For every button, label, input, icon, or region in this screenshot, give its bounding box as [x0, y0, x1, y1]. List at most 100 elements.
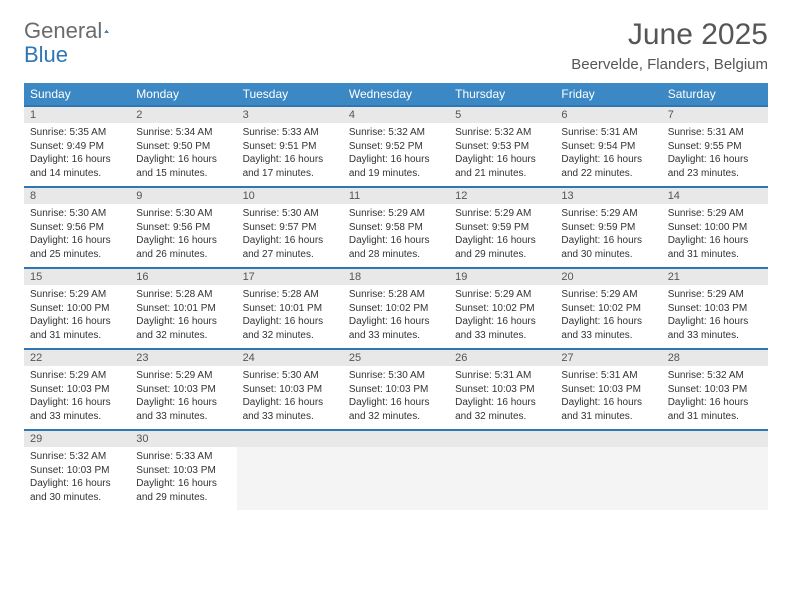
day-number-cell: 26: [449, 349, 555, 366]
day1-text: Daylight: 16 hours: [30, 234, 124, 248]
day-content-cell: Sunrise: 5:31 AMSunset: 10:03 PMDaylight…: [555, 366, 661, 430]
day-number-cell: 21: [662, 268, 768, 285]
sunrise-text: Sunrise: 5:31 AM: [561, 369, 655, 383]
day-number-cell: 6: [555, 106, 661, 123]
day-number-cell: [662, 430, 768, 447]
day1-text: Daylight: 16 hours: [561, 153, 655, 167]
day-content-cell: Sunrise: 5:29 AMSunset: 10:02 PMDaylight…: [449, 285, 555, 349]
day-number-cell: 2: [130, 106, 236, 123]
day2-text: and 29 minutes.: [455, 248, 549, 262]
day-content-cell: Sunrise: 5:30 AMSunset: 9:57 PMDaylight:…: [237, 204, 343, 268]
day-number-cell: 10: [237, 187, 343, 204]
sunset-text: Sunset: 10:03 PM: [30, 383, 124, 397]
day-content-cell: [555, 447, 661, 510]
day1-text: Daylight: 16 hours: [668, 396, 762, 410]
sunset-text: Sunset: 9:53 PM: [455, 140, 549, 154]
day-content-cell: [449, 447, 555, 510]
day-number-cell: 1: [24, 106, 130, 123]
sunrise-text: Sunrise: 5:28 AM: [349, 288, 443, 302]
day-number-cell: 27: [555, 349, 661, 366]
day2-text: and 33 minutes.: [136, 410, 230, 424]
day-number-cell: 9: [130, 187, 236, 204]
day-content-cell: Sunrise: 5:29 AMSunset: 10:03 PMDaylight…: [24, 366, 130, 430]
day-number-cell: 5: [449, 106, 555, 123]
day2-text: and 33 minutes.: [455, 329, 549, 343]
sunrise-text: Sunrise: 5:31 AM: [455, 369, 549, 383]
sunset-text: Sunset: 10:02 PM: [561, 302, 655, 316]
day-content-cell: Sunrise: 5:29 AMSunset: 9:58 PMDaylight:…: [343, 204, 449, 268]
sunrise-text: Sunrise: 5:29 AM: [136, 369, 230, 383]
day2-text: and 33 minutes.: [561, 329, 655, 343]
day-content-cell: Sunrise: 5:29 AMSunset: 9:59 PMDaylight:…: [555, 204, 661, 268]
brand-second: Blue: [24, 42, 68, 68]
weekday-header-row: Sunday Monday Tuesday Wednesday Thursday…: [24, 83, 768, 106]
day-content-cell: Sunrise: 5:32 AMSunset: 9:53 PMDaylight:…: [449, 123, 555, 187]
day1-text: Daylight: 16 hours: [136, 153, 230, 167]
day2-text: and 32 minutes.: [243, 329, 337, 343]
day-content-row: Sunrise: 5:30 AMSunset: 9:56 PMDaylight:…: [24, 204, 768, 268]
day-content-cell: Sunrise: 5:35 AMSunset: 9:49 PMDaylight:…: [24, 123, 130, 187]
day1-text: Daylight: 16 hours: [243, 234, 337, 248]
day-number-cell: 29: [24, 430, 130, 447]
day2-text: and 15 minutes.: [136, 167, 230, 181]
sunset-text: Sunset: 10:03 PM: [243, 383, 337, 397]
day-content-cell: Sunrise: 5:31 AMSunset: 10:03 PMDaylight…: [449, 366, 555, 430]
day2-text: and 33 minutes.: [30, 410, 124, 424]
day-content-row: Sunrise: 5:29 AMSunset: 10:00 PMDaylight…: [24, 285, 768, 349]
sunset-text: Sunset: 9:54 PM: [561, 140, 655, 154]
day2-text: and 31 minutes.: [668, 410, 762, 424]
sunset-text: Sunset: 10:03 PM: [349, 383, 443, 397]
day2-text: and 27 minutes.: [243, 248, 337, 262]
sunset-text: Sunset: 10:03 PM: [30, 464, 124, 478]
day-number-cell: 16: [130, 268, 236, 285]
day1-text: Daylight: 16 hours: [243, 315, 337, 329]
brand-first: General: [24, 18, 102, 44]
day-content-cell: Sunrise: 5:28 AMSunset: 10:01 PMDaylight…: [130, 285, 236, 349]
day2-text: and 30 minutes.: [561, 248, 655, 262]
day1-text: Daylight: 16 hours: [455, 153, 549, 167]
day1-text: Daylight: 16 hours: [30, 477, 124, 491]
day-content-cell: Sunrise: 5:30 AMSunset: 10:03 PMDaylight…: [237, 366, 343, 430]
day2-text: and 22 minutes.: [561, 167, 655, 181]
sunset-text: Sunset: 9:52 PM: [349, 140, 443, 154]
day1-text: Daylight: 16 hours: [668, 315, 762, 329]
day2-text: and 26 minutes.: [136, 248, 230, 262]
sunrise-text: Sunrise: 5:30 AM: [349, 369, 443, 383]
day-content-cell: Sunrise: 5:32 AMSunset: 10:03 PMDaylight…: [662, 366, 768, 430]
sunset-text: Sunset: 9:56 PM: [30, 221, 124, 235]
day-content-cell: Sunrise: 5:30 AMSunset: 10:03 PMDaylight…: [343, 366, 449, 430]
sunset-text: Sunset: 9:50 PM: [136, 140, 230, 154]
day-number-cell: 24: [237, 349, 343, 366]
header: General June 2025 Beervelde, Flanders, B…: [24, 18, 768, 73]
day-content-row: Sunrise: 5:29 AMSunset: 10:03 PMDaylight…: [24, 366, 768, 430]
day-number-cell: 28: [662, 349, 768, 366]
sunrise-text: Sunrise: 5:30 AM: [30, 207, 124, 221]
day-content-cell: Sunrise: 5:28 AMSunset: 10:01 PMDaylight…: [237, 285, 343, 349]
day-number-cell: 25: [343, 349, 449, 366]
sunset-text: Sunset: 9:55 PM: [668, 140, 762, 154]
sunrise-text: Sunrise: 5:28 AM: [136, 288, 230, 302]
month-title: June 2025: [571, 18, 768, 52]
day-number-cell: 23: [130, 349, 236, 366]
weekday-header: Thursday: [449, 83, 555, 106]
day-content-cell: [343, 447, 449, 510]
day1-text: Daylight: 16 hours: [136, 396, 230, 410]
day-number-cell: 7: [662, 106, 768, 123]
day-content-cell: Sunrise: 5:29 AMSunset: 9:59 PMDaylight:…: [449, 204, 555, 268]
day-number-cell: 18: [343, 268, 449, 285]
day-content-row: Sunrise: 5:35 AMSunset: 9:49 PMDaylight:…: [24, 123, 768, 187]
sunset-text: Sunset: 10:02 PM: [349, 302, 443, 316]
day-number-cell: [237, 430, 343, 447]
weekday-header: Wednesday: [343, 83, 449, 106]
day2-text: and 32 minutes.: [455, 410, 549, 424]
day-number-cell: 8: [24, 187, 130, 204]
day2-text: and 19 minutes.: [349, 167, 443, 181]
day-number-row: 15161718192021: [24, 268, 768, 285]
day1-text: Daylight: 16 hours: [668, 234, 762, 248]
sunrise-text: Sunrise: 5:33 AM: [136, 450, 230, 464]
day-content-cell: Sunrise: 5:34 AMSunset: 9:50 PMDaylight:…: [130, 123, 236, 187]
day2-text: and 23 minutes.: [668, 167, 762, 181]
sunrise-text: Sunrise: 5:31 AM: [668, 126, 762, 140]
day1-text: Daylight: 16 hours: [243, 396, 337, 410]
sunrise-text: Sunrise: 5:29 AM: [561, 288, 655, 302]
